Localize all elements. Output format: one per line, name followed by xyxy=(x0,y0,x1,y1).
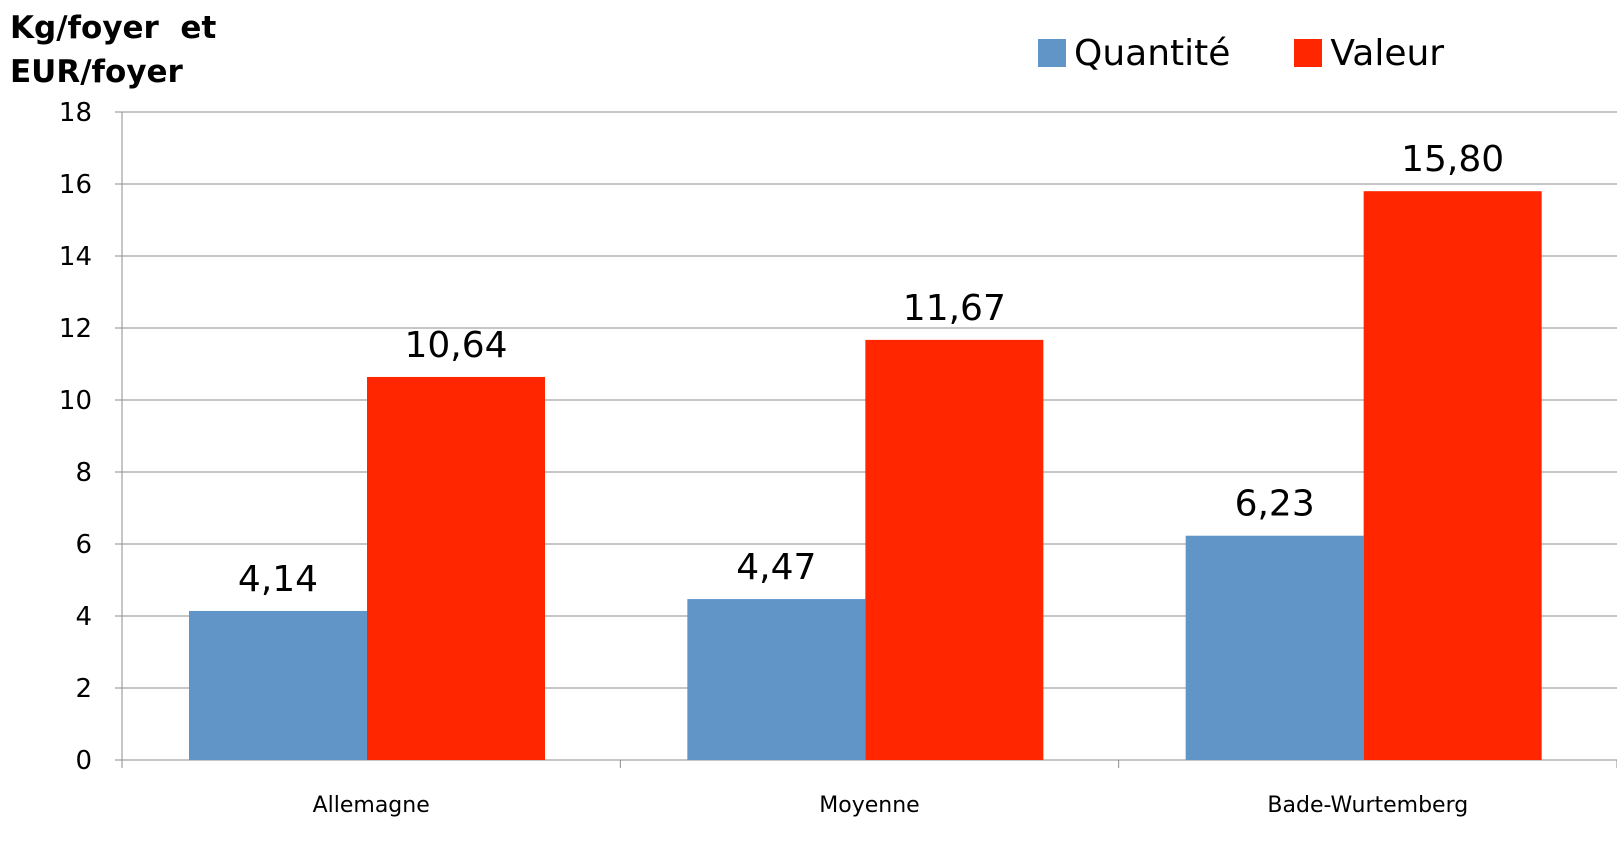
y-tick-label: 6 xyxy=(75,530,92,560)
data-label-quantite-moyenne: 4,47 xyxy=(736,547,816,588)
legend: Quantité Valeur xyxy=(1038,28,1444,78)
x-tick-label-bade-wurtemberg: Bade-Wurtemberg xyxy=(1267,793,1468,818)
y-tick-label: 4 xyxy=(75,602,92,632)
y-tick-label: 18 xyxy=(59,98,92,128)
legend-label-quantite: Quantité xyxy=(1074,32,1231,74)
data-label-quantite-allemagne: 4,14 xyxy=(238,559,318,600)
y-tick-label: 0 xyxy=(75,746,92,776)
data-label-valeur-moyenne: 11,67 xyxy=(903,288,1006,329)
bar-valeur-bade-wurtemberg xyxy=(1363,191,1542,760)
y-axis-label: Kg/foyer et EUR/foyer xyxy=(10,10,217,90)
legend-label-valeur: Valeur xyxy=(1330,32,1445,74)
bar-quantite-bade-wurtemberg xyxy=(1185,535,1364,760)
bar-quantite-allemagne xyxy=(189,610,367,760)
y-tick-label: 8 xyxy=(75,458,92,488)
data-label-quantite-bade-wurtemberg: 6,23 xyxy=(1235,484,1315,525)
y-tick-label: 2 xyxy=(75,674,92,704)
legend-item-quantite: Quantité xyxy=(1038,33,1230,74)
x-tick-label-moyenne: Moyenne xyxy=(819,793,919,818)
bar-quantite-moyenne xyxy=(687,599,866,760)
legend-swatch-quantite xyxy=(1038,39,1066,67)
legend-item-valeur: Valeur xyxy=(1294,33,1444,74)
y-tick-label: 14 xyxy=(59,242,92,272)
data-label-valeur-bade-wurtemberg: 15,80 xyxy=(1401,139,1504,180)
y-tick-label: 10 xyxy=(59,386,92,416)
bar-valeur-moyenne xyxy=(865,339,1044,760)
y-tick-label: 16 xyxy=(59,170,92,200)
y-tick-label: 12 xyxy=(59,314,92,344)
legend-swatch-valeur xyxy=(1294,39,1323,67)
data-label-valeur-allemagne: 10,64 xyxy=(404,325,507,366)
bar-valeur-allemagne xyxy=(367,376,545,760)
x-tick-label-allemagne: Allemagne xyxy=(313,793,430,818)
